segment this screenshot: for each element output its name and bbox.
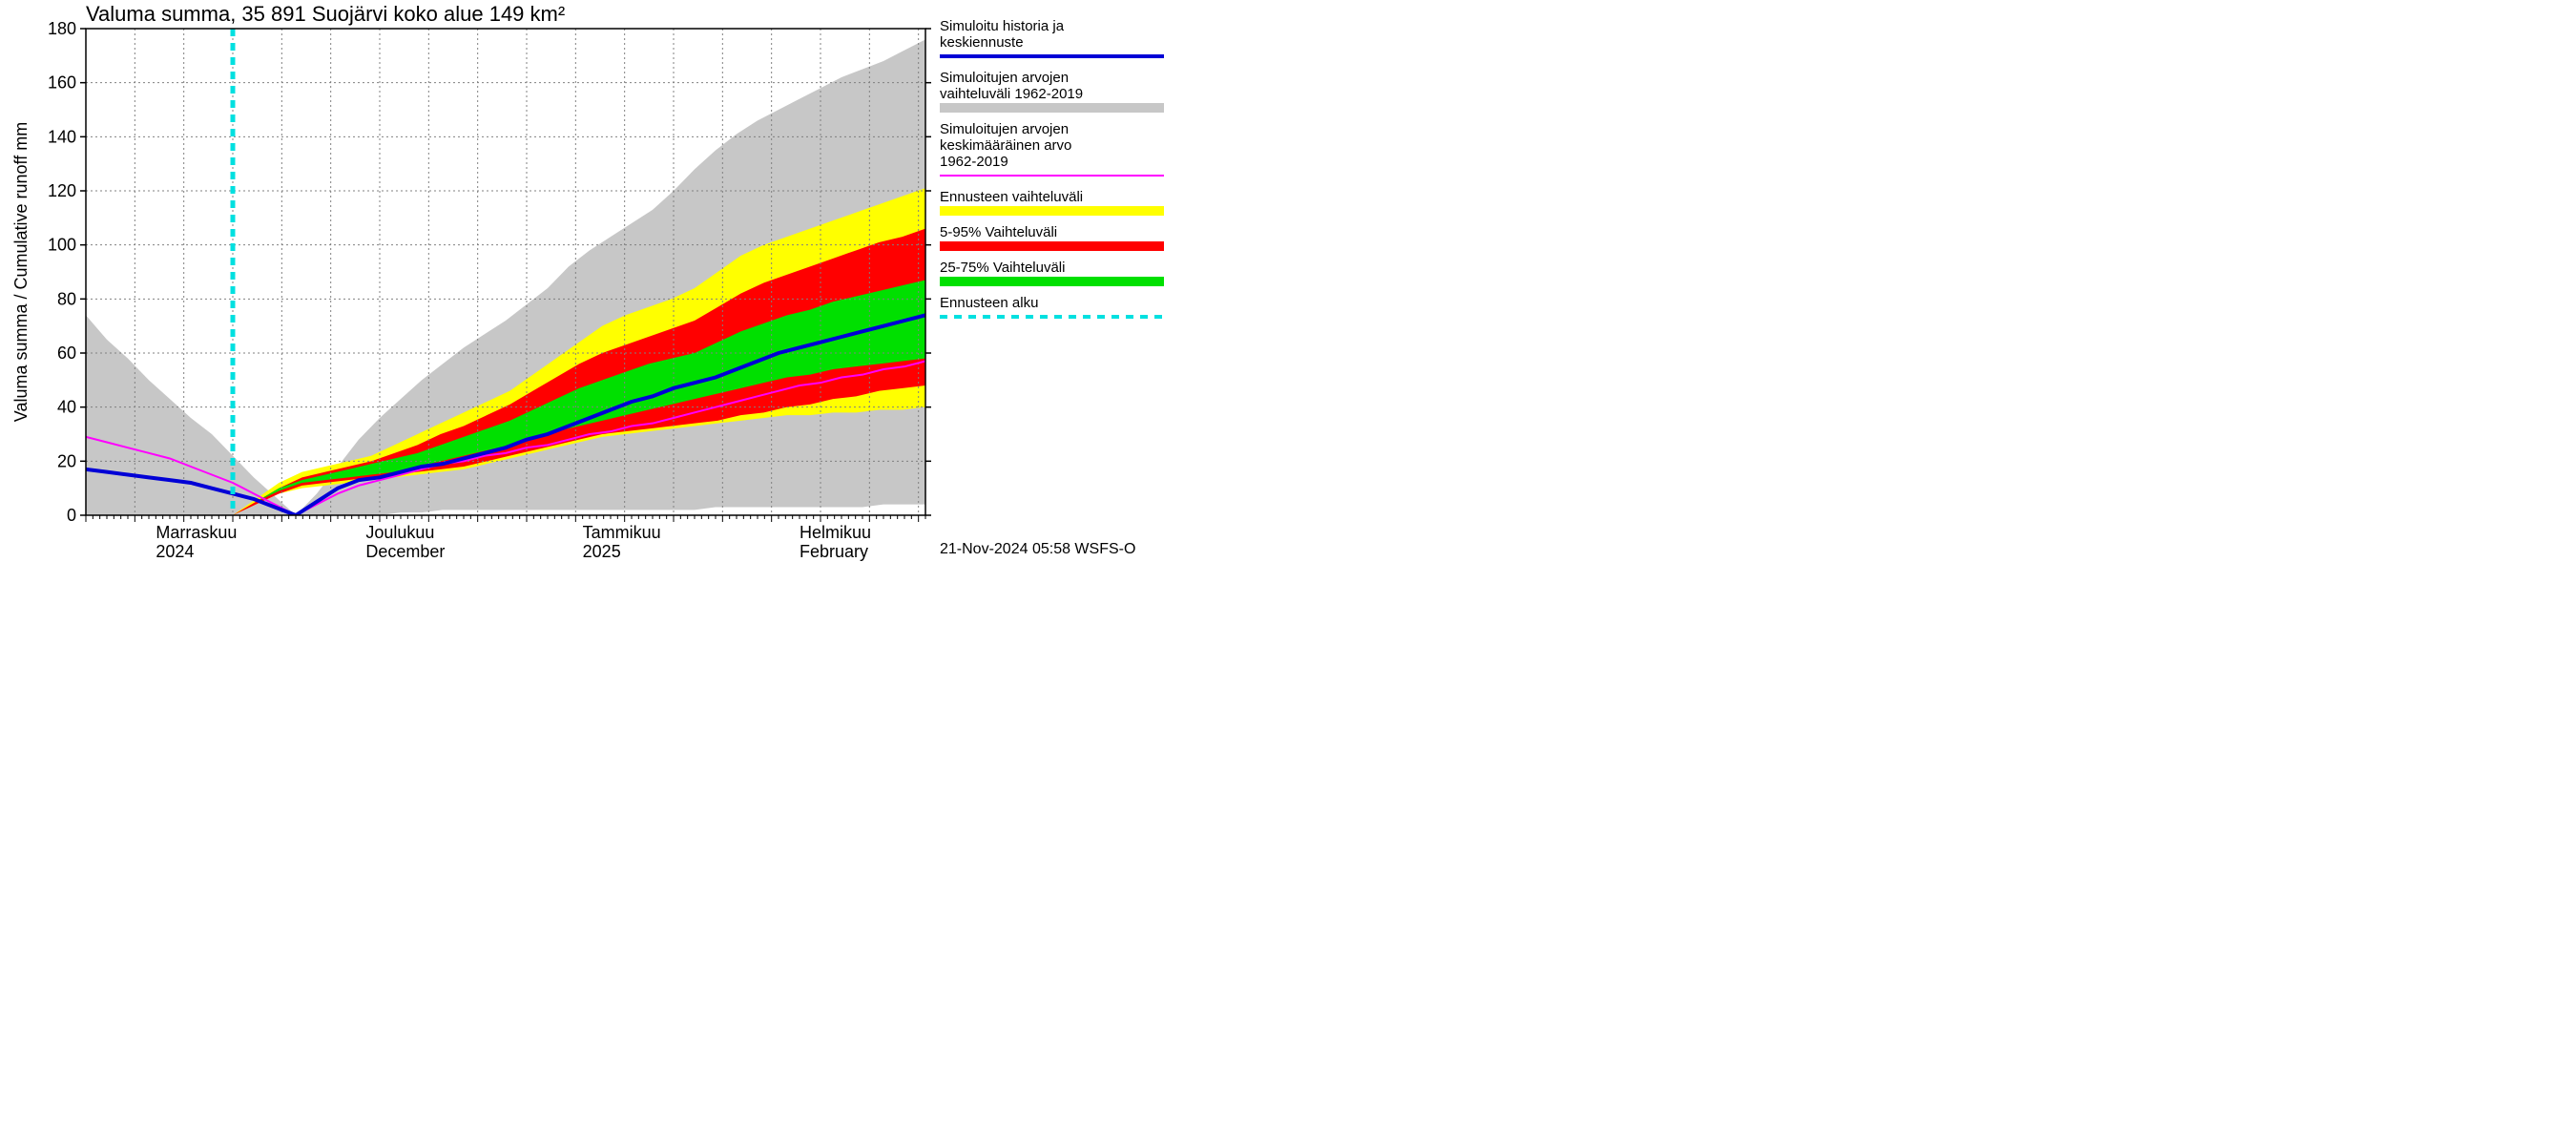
legend-label: Simuloitujen arvojen: [940, 121, 1069, 137]
chart-svg: 0 20 40 60 80 100 120 140 160 180 Marraskuu2024 Jou…: [0, 0, 1288, 572]
month-label-fi: Tammikuu: [583, 523, 661, 542]
y-tick-label: 0: [67, 506, 76, 525]
legend-label: 25-75% Vaihteluväli: [940, 260, 1065, 276]
month-label-en: December: [365, 542, 445, 561]
footer-text: 21-Nov-2024 05:58 WSFS-O: [940, 541, 1135, 557]
month-label-fi: Marraskuu: [156, 523, 237, 542]
month-label-en: 2025: [583, 542, 621, 561]
legend-label: Simuloitujen arvojen: [940, 70, 1069, 86]
legend-label: 5-95% Vaihteluväli: [940, 224, 1057, 240]
chart-container: 0 20 40 60 80 100 120 140 160 180 Marraskuu2024 Jou…: [0, 0, 1288, 572]
y-tick-label: 120: [48, 181, 76, 200]
y-tick-label: 140: [48, 127, 76, 146]
legend-label: vaihteluväli 1962-2019: [940, 86, 1083, 102]
month-label-fi: Helmikuu: [800, 523, 871, 542]
y-tick-label: 80: [57, 289, 76, 308]
legend-swatch: [940, 277, 1164, 286]
y-tick-label: 100: [48, 236, 76, 255]
legend-label: Ennusteen vaihteluväli: [940, 189, 1083, 205]
legend-label: Ennusteen alku: [940, 295, 1038, 311]
month-label-en: February: [800, 542, 868, 561]
legend-swatch: [940, 241, 1164, 251]
y-axis-label: Valuma summa / Cumulative runoff mm: [11, 122, 31, 422]
month-label-en: 2024: [156, 542, 194, 561]
y-tick-label: 180: [48, 19, 76, 38]
legend-label: keskiennuste: [940, 34, 1024, 51]
y-tick-label: 20: [57, 451, 76, 470]
legend-label: 1962-2019: [940, 154, 1008, 170]
y-tick-label: 160: [48, 73, 76, 93]
month-label-fi: Joulukuu: [365, 523, 434, 542]
legend-swatch: [940, 206, 1164, 216]
y-tick-label: 60: [57, 344, 76, 363]
chart-title: Valuma summa, 35 891 Suojärvi koko alue …: [86, 2, 565, 26]
y-tick-label: 40: [57, 398, 76, 417]
legend-label: keskimääräinen arvo: [940, 137, 1071, 154]
legend-swatch: [940, 103, 1164, 113]
legend-label: Simuloitu historia ja: [940, 18, 1065, 34]
